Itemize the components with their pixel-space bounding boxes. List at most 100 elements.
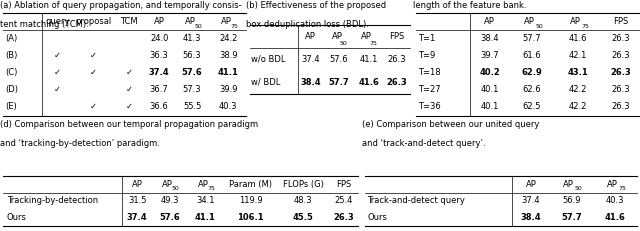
Text: 62.5: 62.5	[523, 102, 541, 111]
Text: 57.7: 57.7	[523, 34, 541, 43]
Text: 75: 75	[207, 186, 215, 191]
Text: T=9: T=9	[419, 51, 435, 60]
Text: 41.1: 41.1	[359, 55, 378, 64]
Text: ✓: ✓	[90, 51, 97, 60]
Text: and ‘track-and-detect query’.: and ‘track-and-detect query’.	[362, 139, 485, 148]
Text: 26.3: 26.3	[611, 51, 630, 60]
Text: 39.7: 39.7	[480, 51, 499, 60]
Text: query: query	[45, 17, 70, 26]
Text: AP: AP	[132, 179, 143, 188]
Text: AP: AP	[525, 179, 536, 188]
Text: 24.0: 24.0	[150, 34, 168, 43]
Text: 41.3: 41.3	[183, 34, 202, 43]
Text: ✓: ✓	[54, 68, 61, 77]
Text: 26.3: 26.3	[610, 68, 631, 77]
Text: (B): (B)	[6, 51, 18, 60]
Text: 42.2: 42.2	[569, 102, 587, 111]
Text: (C): (C)	[6, 68, 18, 77]
Text: 40.1: 40.1	[481, 102, 499, 111]
Text: ✓: ✓	[54, 51, 61, 60]
Text: AP: AP	[607, 179, 618, 188]
Text: 38.4: 38.4	[480, 34, 499, 43]
Text: ✓: ✓	[125, 68, 132, 77]
Text: (A): (A)	[6, 34, 18, 43]
Text: 40.3: 40.3	[219, 102, 237, 111]
Text: 57.7: 57.7	[328, 78, 349, 87]
Text: AP: AP	[570, 17, 580, 26]
Text: length of the feature bank.: length of the feature bank.	[413, 1, 526, 10]
Text: T=1: T=1	[419, 34, 435, 43]
Text: 42.1: 42.1	[569, 51, 587, 60]
Text: FPS: FPS	[336, 179, 351, 188]
Text: 24.2: 24.2	[219, 34, 237, 43]
Text: 34.1: 34.1	[196, 197, 215, 205]
Text: 57.3: 57.3	[183, 85, 202, 94]
Text: 41.1: 41.1	[218, 68, 239, 77]
Text: and ‘tracking-by-detection’ paradigm.: and ‘tracking-by-detection’ paradigm.	[0, 139, 160, 148]
Text: FLOPs (G): FLOPs (G)	[283, 179, 324, 188]
Text: 41.6: 41.6	[605, 213, 625, 222]
Text: 45.5: 45.5	[293, 213, 314, 222]
Text: 37.4: 37.4	[301, 55, 320, 64]
Text: AP: AP	[332, 32, 342, 41]
Text: 26.3: 26.3	[611, 102, 630, 111]
Text: 36.3: 36.3	[150, 51, 168, 60]
Text: 75: 75	[369, 41, 377, 46]
Text: (b) Effectiveness of the proposed: (b) Effectiveness of the proposed	[246, 1, 387, 10]
Text: Ours: Ours	[7, 213, 27, 222]
Text: box deduplication loss (BDL).: box deduplication loss (BDL).	[246, 20, 369, 29]
Text: 56.9: 56.9	[562, 197, 580, 205]
Text: 50: 50	[536, 24, 543, 29]
Text: 41.6: 41.6	[569, 34, 587, 43]
Text: AP: AP	[563, 179, 574, 188]
Text: 37.4: 37.4	[522, 197, 540, 205]
Text: FPS: FPS	[389, 32, 404, 41]
Text: (E): (E)	[6, 102, 17, 111]
Text: 62.9: 62.9	[522, 68, 543, 77]
Text: AP: AP	[305, 32, 316, 41]
Text: Track-and-detect query: Track-and-detect query	[367, 197, 465, 205]
Text: FPS: FPS	[613, 17, 628, 26]
Text: 40.1: 40.1	[481, 85, 499, 94]
Text: 75: 75	[618, 186, 626, 191]
Text: proposal: proposal	[76, 17, 112, 26]
Text: TCM: TCM	[120, 17, 138, 26]
Text: AP: AP	[162, 179, 173, 188]
Text: 75: 75	[230, 24, 238, 29]
Text: 50: 50	[172, 186, 179, 191]
Text: AP: AP	[154, 17, 164, 26]
Text: Param (M): Param (M)	[229, 179, 272, 188]
Text: AP: AP	[184, 17, 195, 26]
Text: w/o BDL: w/o BDL	[252, 55, 285, 64]
Text: ✓: ✓	[90, 68, 97, 77]
Text: 48.3: 48.3	[294, 197, 313, 205]
Text: 50: 50	[194, 24, 202, 29]
Text: 119.9: 119.9	[239, 197, 262, 205]
Text: 50: 50	[575, 186, 582, 191]
Text: 26.3: 26.3	[611, 34, 630, 43]
Text: T=36: T=36	[419, 102, 441, 111]
Text: AP: AP	[198, 179, 209, 188]
Text: 56.3: 56.3	[183, 51, 202, 60]
Text: 38.4: 38.4	[520, 213, 541, 222]
Text: ✓: ✓	[125, 102, 132, 111]
Text: 40.3: 40.3	[605, 197, 624, 205]
Text: 26.3: 26.3	[333, 213, 354, 222]
Text: T=27: T=27	[419, 85, 441, 94]
Text: tent matching (TCM).: tent matching (TCM).	[0, 20, 89, 29]
Text: (D): (D)	[6, 85, 19, 94]
Text: (d) Comparison between our temporal propagation paradigm: (d) Comparison between our temporal prop…	[0, 120, 258, 129]
Text: 26.3: 26.3	[386, 78, 407, 87]
Text: AP: AP	[484, 17, 495, 26]
Text: 37.4: 37.4	[127, 213, 147, 222]
Text: 42.2: 42.2	[569, 85, 587, 94]
Text: 49.3: 49.3	[161, 197, 179, 205]
Text: 25.4: 25.4	[334, 197, 353, 205]
Text: 41.1: 41.1	[195, 213, 216, 222]
Text: ✓: ✓	[54, 85, 61, 94]
Text: 41.6: 41.6	[358, 78, 379, 87]
Text: 43.1: 43.1	[568, 68, 588, 77]
Text: AP: AP	[362, 32, 372, 41]
Text: AP: AP	[221, 17, 232, 26]
Text: 40.2: 40.2	[479, 68, 500, 77]
